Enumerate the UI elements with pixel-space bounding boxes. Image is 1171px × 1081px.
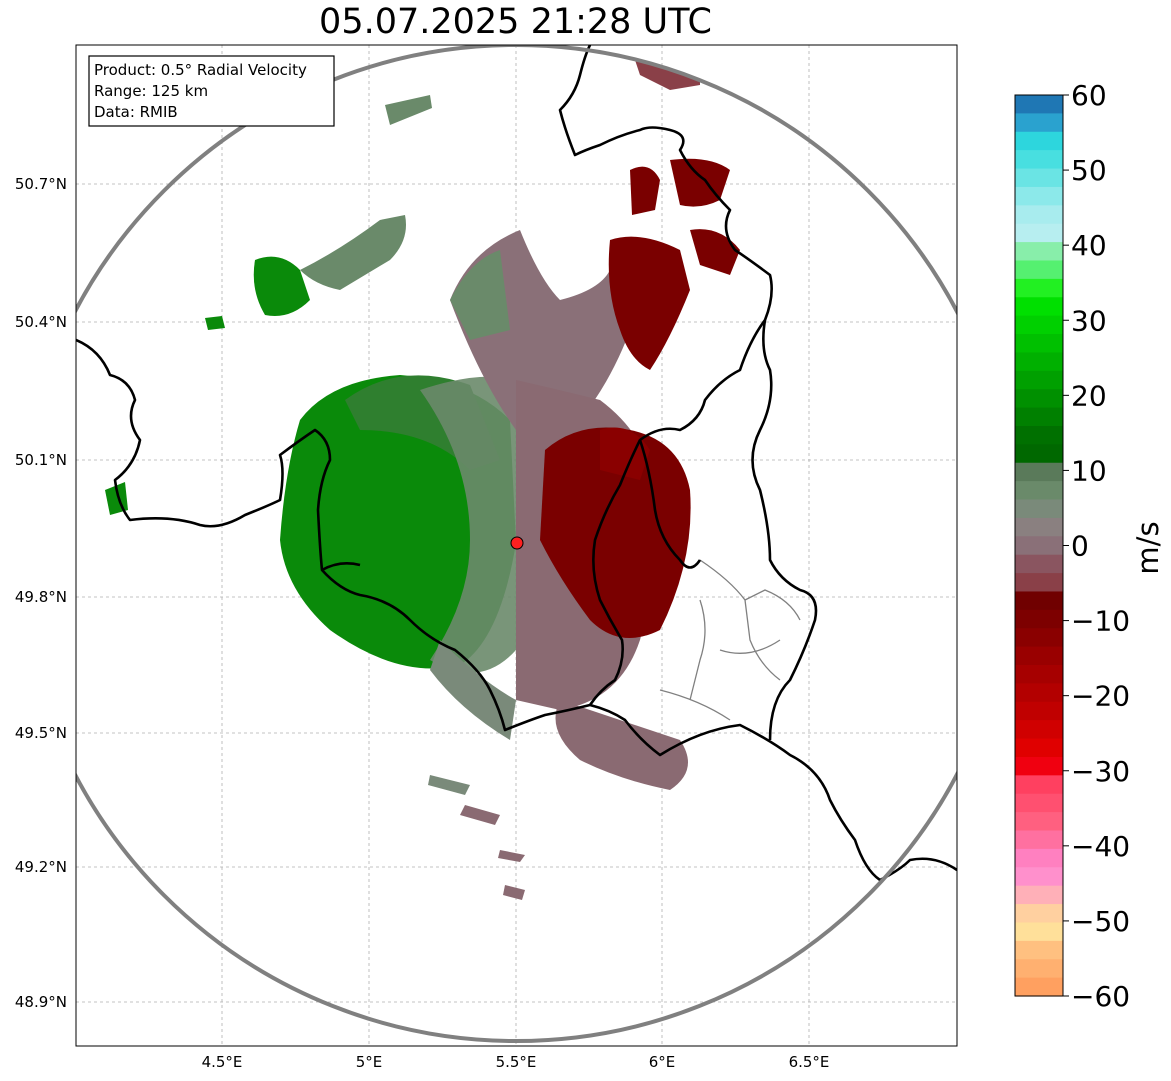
lat-tick: 50.1°N: [15, 451, 67, 469]
lon-tick: 6.5°E: [789, 1053, 830, 1071]
country-borders: [76, 45, 957, 882]
ne-cell-2: [630, 166, 660, 215]
south-inbound-band: [430, 640, 516, 740]
radar-site-marker: [510, 536, 524, 550]
lat-tick: 49.5°N: [15, 724, 67, 742]
lon-tick: 5°E: [356, 1053, 383, 1071]
info-source: Data: RMIB: [94, 103, 178, 121]
nw-cell-4: [385, 95, 432, 125]
lat-tick: 49.8°N: [15, 588, 67, 606]
map-frame: [75, 44, 958, 1047]
map-title: 05.07.2025 21:28 UTC: [319, 2, 712, 42]
south-streak-1: [428, 775, 470, 795]
nw-cell-3: [205, 316, 225, 330]
lon-tick: 4.5°E: [202, 1053, 243, 1071]
velocity-echoes: [105, 60, 740, 900]
outbound-core: [540, 427, 691, 638]
lat-tick: 48.9°N: [15, 993, 67, 1011]
inbound-transition: [420, 376, 516, 673]
nw-cell-1: [253, 256, 310, 316]
lon-axis: 4.5°E 5°E 5.5°E 6°E 6.5°E: [202, 1053, 830, 1071]
info-box: Product: 0.5° Radial Velocity Range: 125…: [88, 55, 335, 127]
lat-axis: 50.7°N 50.4°N 50.1°N 49.8°N 49.5°N 49.2°…: [15, 175, 67, 1011]
lat-tick: 50.4°N: [15, 313, 67, 331]
lat-tick: 49.2°N: [15, 858, 67, 876]
south-streak-4: [503, 885, 525, 900]
region-borders: [659, 559, 801, 721]
lon-tick: 5.5°E: [496, 1053, 537, 1071]
info-range: Range: 125 km: [94, 82, 208, 100]
nw-cell-2: [300, 215, 406, 290]
ne-cell-4: [690, 229, 740, 275]
lat-tick: 50.7°N: [15, 175, 67, 193]
south-echo-band: [555, 700, 688, 790]
ne-cell-1: [608, 236, 690, 370]
north-inbound-patch: [450, 250, 510, 340]
info-product: Product: 0.5° Radial Velocity: [94, 61, 307, 79]
range-ring: [76, 45, 957, 1043]
south-streak-2: [460, 805, 500, 825]
outbound-core-north: [600, 427, 650, 480]
south-streak-3: [498, 850, 525, 862]
lon-tick: 6°E: [649, 1053, 676, 1071]
